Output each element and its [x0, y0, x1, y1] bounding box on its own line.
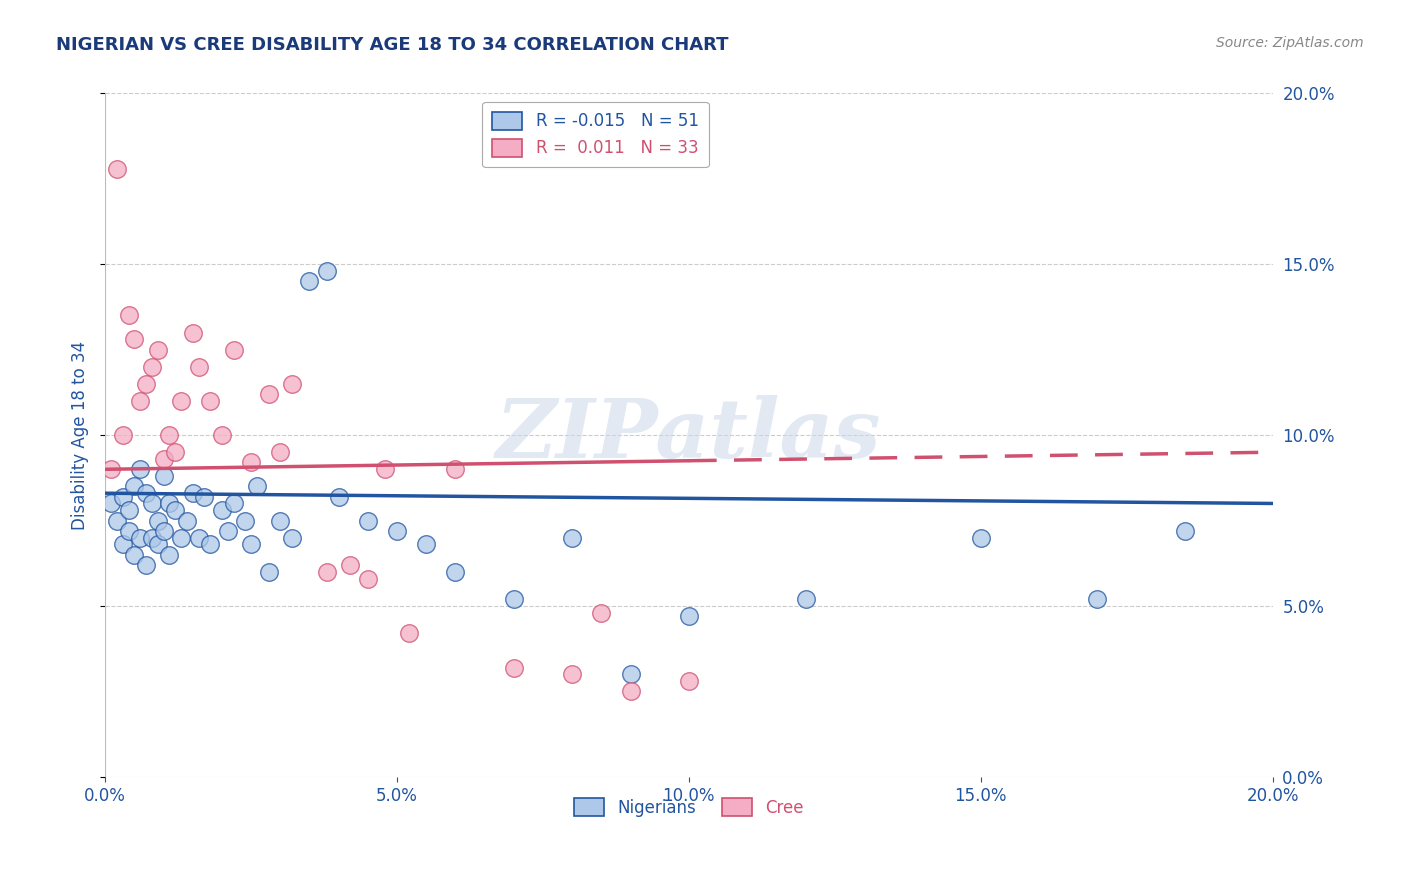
Point: [152, 452, 174, 467]
Text: ZIPatlas: ZIPatlas: [496, 395, 882, 475]
Point: [129, 531, 152, 545]
Point: [678, 674, 700, 689]
Point: [316, 264, 339, 278]
Point: [135, 376, 157, 391]
Point: [157, 428, 180, 442]
Point: [619, 667, 641, 681]
Point: [157, 548, 180, 562]
Point: [281, 376, 304, 391]
Point: [124, 333, 146, 347]
Point: [200, 393, 222, 408]
Point: [165, 503, 187, 517]
Point: [444, 462, 467, 476]
Point: [165, 445, 187, 459]
Point: [339, 558, 361, 572]
Point: [135, 486, 157, 500]
Point: [200, 537, 222, 551]
Point: [385, 524, 408, 538]
Point: [591, 606, 613, 620]
Point: [316, 565, 339, 579]
Point: [129, 462, 152, 476]
Point: [141, 496, 163, 510]
Point: [357, 514, 380, 528]
Point: [176, 514, 198, 528]
Point: [211, 428, 233, 442]
Point: [246, 479, 269, 493]
Point: [561, 667, 583, 681]
Point: [100, 462, 122, 476]
Text: Source: ZipAtlas.com: Source: ZipAtlas.com: [1216, 36, 1364, 50]
Point: [211, 503, 233, 517]
Point: [678, 609, 700, 624]
Point: [100, 496, 122, 510]
Point: [222, 343, 245, 357]
Point: [187, 531, 209, 545]
Text: NIGERIAN VS CREE DISABILITY AGE 18 TO 34 CORRELATION CHART: NIGERIAN VS CREE DISABILITY AGE 18 TO 34…: [56, 36, 728, 54]
Point: [233, 514, 256, 528]
Point: [1087, 592, 1109, 607]
Point: [398, 626, 420, 640]
Point: [240, 455, 263, 469]
Point: [970, 531, 993, 545]
Point: [328, 490, 350, 504]
Point: [222, 496, 245, 510]
Point: [444, 565, 467, 579]
Point: [187, 359, 209, 374]
Point: [357, 572, 380, 586]
Point: [415, 537, 437, 551]
Point: [170, 531, 193, 545]
Point: [181, 486, 204, 500]
Point: [141, 531, 163, 545]
Point: [135, 558, 157, 572]
Point: [146, 537, 169, 551]
Point: [181, 326, 204, 340]
Point: [269, 514, 291, 528]
Point: [240, 537, 263, 551]
Legend: Nigerians, Cree: Nigerians, Cree: [568, 791, 810, 823]
Point: [794, 592, 817, 607]
Y-axis label: Disability Age 18 to 34: Disability Age 18 to 34: [72, 341, 89, 530]
Point: [502, 660, 524, 674]
Point: [157, 496, 180, 510]
Point: [146, 514, 169, 528]
Point: [281, 531, 304, 545]
Point: [111, 428, 134, 442]
Point: [298, 274, 321, 288]
Point: [117, 309, 139, 323]
Point: [561, 531, 583, 545]
Point: [117, 524, 139, 538]
Point: [257, 565, 280, 579]
Point: [105, 514, 128, 528]
Point: [124, 479, 146, 493]
Point: [269, 445, 291, 459]
Point: [146, 343, 169, 357]
Point: [141, 359, 163, 374]
Point: [1174, 524, 1197, 538]
Point: [257, 387, 280, 401]
Point: [217, 524, 239, 538]
Point: [374, 462, 396, 476]
Point: [502, 592, 524, 607]
Point: [124, 548, 146, 562]
Point: [152, 524, 174, 538]
Point: [170, 393, 193, 408]
Point: [111, 490, 134, 504]
Point: [105, 161, 128, 176]
Point: [111, 537, 134, 551]
Point: [117, 503, 139, 517]
Point: [129, 393, 152, 408]
Point: [152, 469, 174, 483]
Point: [619, 684, 641, 698]
Point: [193, 490, 215, 504]
